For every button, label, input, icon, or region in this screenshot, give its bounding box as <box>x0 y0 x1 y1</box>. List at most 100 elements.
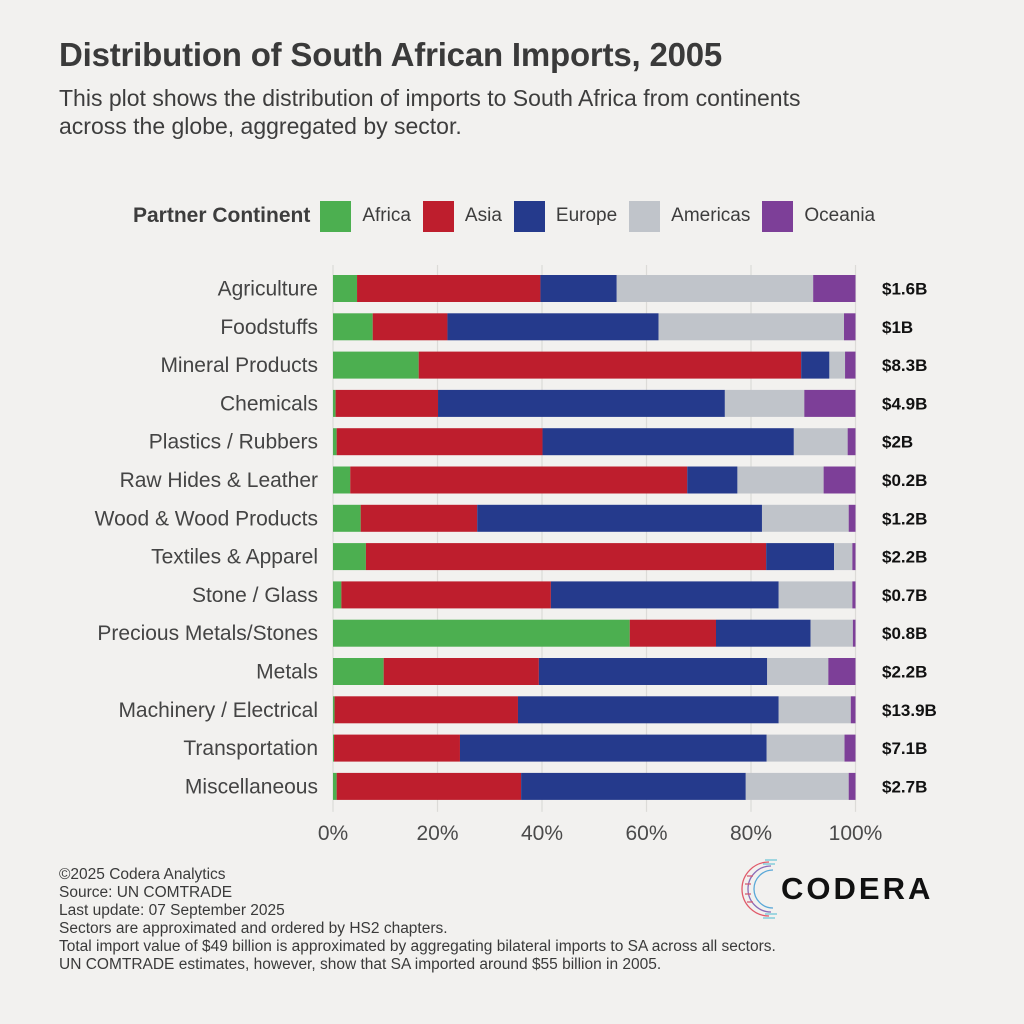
bar-segment-americas <box>616 275 814 302</box>
chart-subtitle: This plot shows the distribution of impo… <box>59 85 801 139</box>
category-label: Agriculture <box>218 278 318 301</box>
bar-segment-americas <box>778 696 851 724</box>
bar-segment-africa <box>333 619 630 647</box>
bar-segment-americas <box>745 772 849 800</box>
category-label: Mineral Products <box>160 354 318 377</box>
bar-segment-oceania <box>844 734 856 762</box>
category-label: Plastics / Rubbers <box>149 431 318 454</box>
bar-segment-oceania <box>844 313 856 341</box>
bar-segment-africa <box>333 504 361 532</box>
legend-label-europe: Europe <box>555 205 618 226</box>
bar-segment-asia <box>357 275 541 302</box>
category-label: Textiles & Apparel <box>151 546 318 569</box>
bar-segment-asia <box>418 351 802 379</box>
x-tick-label: 100% <box>829 822 883 845</box>
bar-segment-africa <box>333 581 342 609</box>
bar-segment-americas <box>767 658 829 685</box>
total-label: $0.7B <box>882 586 927 605</box>
legend-item-americas: Americas <box>629 200 750 232</box>
total-labels: $1.6B $1B $8.3B $4.9B $2B $0.2B $1.2B $2.2B $0.7… <box>882 280 937 797</box>
bar-segment-asia <box>336 772 522 800</box>
bar-segment-africa <box>333 543 366 571</box>
legend-swatch-europe <box>513 200 545 232</box>
bar-segment-africa <box>333 466 351 494</box>
footer-note-comtrade: UN COMTRADE estimates, however, show tha… <box>59 956 662 973</box>
x-tick-label: 20% <box>416 822 458 845</box>
footer-source: Source: UN COMTRADE <box>59 884 233 901</box>
bar-segment-americas <box>766 734 845 762</box>
bar-segment-oceania <box>847 428 856 456</box>
total-label: $2.7B <box>882 777 927 796</box>
bar-segment-oceania <box>850 696 856 724</box>
bar-segment-europe <box>477 504 762 532</box>
bar-segment-oceania <box>804 389 856 417</box>
bar-segment-americas <box>829 351 846 379</box>
bar-segment-africa <box>333 313 373 341</box>
codera-logo-text: CODERA <box>781 871 934 906</box>
legend-swatch-africa <box>320 200 352 232</box>
bar-segment-africa <box>333 658 384 685</box>
legend-swatch-oceania <box>762 200 794 232</box>
footer-notes: ©2025 Codera Analytics Source: UN COMTRA… <box>59 866 776 974</box>
bar-segment-oceania <box>845 351 856 379</box>
bar-segment-americas <box>724 389 805 417</box>
bar-segment-oceania <box>823 466 856 494</box>
legend-item-europe: Europe <box>513 200 618 232</box>
x-tick-label: 60% <box>625 822 667 845</box>
footer-copyright: ©2025 Codera Analytics <box>59 866 226 883</box>
category-label: Stone / Glass <box>192 584 318 607</box>
bar-segment-americas <box>737 466 824 494</box>
total-label: $8.3B <box>882 356 927 375</box>
bar-segment-europe <box>542 428 794 456</box>
footer-last-update: Last update: 07 September 2025 <box>59 902 285 919</box>
bar-segment-africa <box>333 734 335 762</box>
bar-segment-americas <box>778 581 853 609</box>
category-label: Machinery / Electrical <box>118 699 318 722</box>
total-label: $2B <box>882 433 913 452</box>
total-label: $13.9B <box>882 701 937 720</box>
bar-segment-africa <box>333 696 335 724</box>
legend-title: Partner Continent <box>133 204 311 227</box>
bar-segment-europe <box>447 313 659 341</box>
bar-segment-oceania <box>813 275 856 302</box>
chart-title: Distribution of South African Imports, 2… <box>59 36 723 73</box>
bar-segment-europe <box>438 389 725 417</box>
bar-segment-oceania <box>852 543 856 571</box>
bar-segment-americas <box>810 619 853 647</box>
bar-segment-africa <box>333 772 337 800</box>
legend-label-asia: Asia <box>464 205 502 226</box>
total-label: $7.1B <box>882 739 927 758</box>
category-label: Chemicals <box>220 392 318 415</box>
bar-segment-europe <box>801 351 830 379</box>
category-label: Raw Hides & Leather <box>120 469 318 492</box>
bar-segment-asia <box>334 696 518 724</box>
legend-label-africa: Africa <box>362 205 411 226</box>
category-labels: Agriculture Foodstuffs Mineral Products Che… <box>95 278 318 799</box>
bar-segment-africa <box>333 389 336 417</box>
bar-segment-africa <box>333 275 358 302</box>
bar-segment-oceania <box>848 772 856 800</box>
bar-segment-asia <box>334 734 460 762</box>
legend: Partner Continent Africa Asia Europe Ame… <box>133 200 887 232</box>
legend-swatch-asia <box>422 200 454 232</box>
total-label: $0.8B <box>882 624 927 643</box>
footer-note-sectors: Sectors are approximated and ordered by … <box>59 920 448 937</box>
category-label: Foodstuffs <box>220 316 318 339</box>
total-label: $1.2B <box>882 509 927 528</box>
codera-logo-icon <box>741 859 777 919</box>
x-tick-label: 80% <box>730 822 772 845</box>
bar-segment-oceania <box>848 504 856 532</box>
bars <box>333 275 856 800</box>
bar-segment-asia <box>372 313 448 341</box>
total-label: $4.9B <box>882 394 927 413</box>
total-label: $2.2B <box>882 548 927 567</box>
bar-segment-americas <box>658 313 845 341</box>
gridlines <box>332 265 857 812</box>
bar-segment-americas <box>761 504 849 532</box>
footer-note-total: Total import value of $49 billion is app… <box>59 938 776 955</box>
bar-segment-europe <box>538 658 768 685</box>
legend-swatch-americas <box>629 200 661 232</box>
total-label: $2.2B <box>882 663 927 682</box>
bar-segment-asia <box>350 466 688 494</box>
bar-segment-europe <box>540 275 617 302</box>
